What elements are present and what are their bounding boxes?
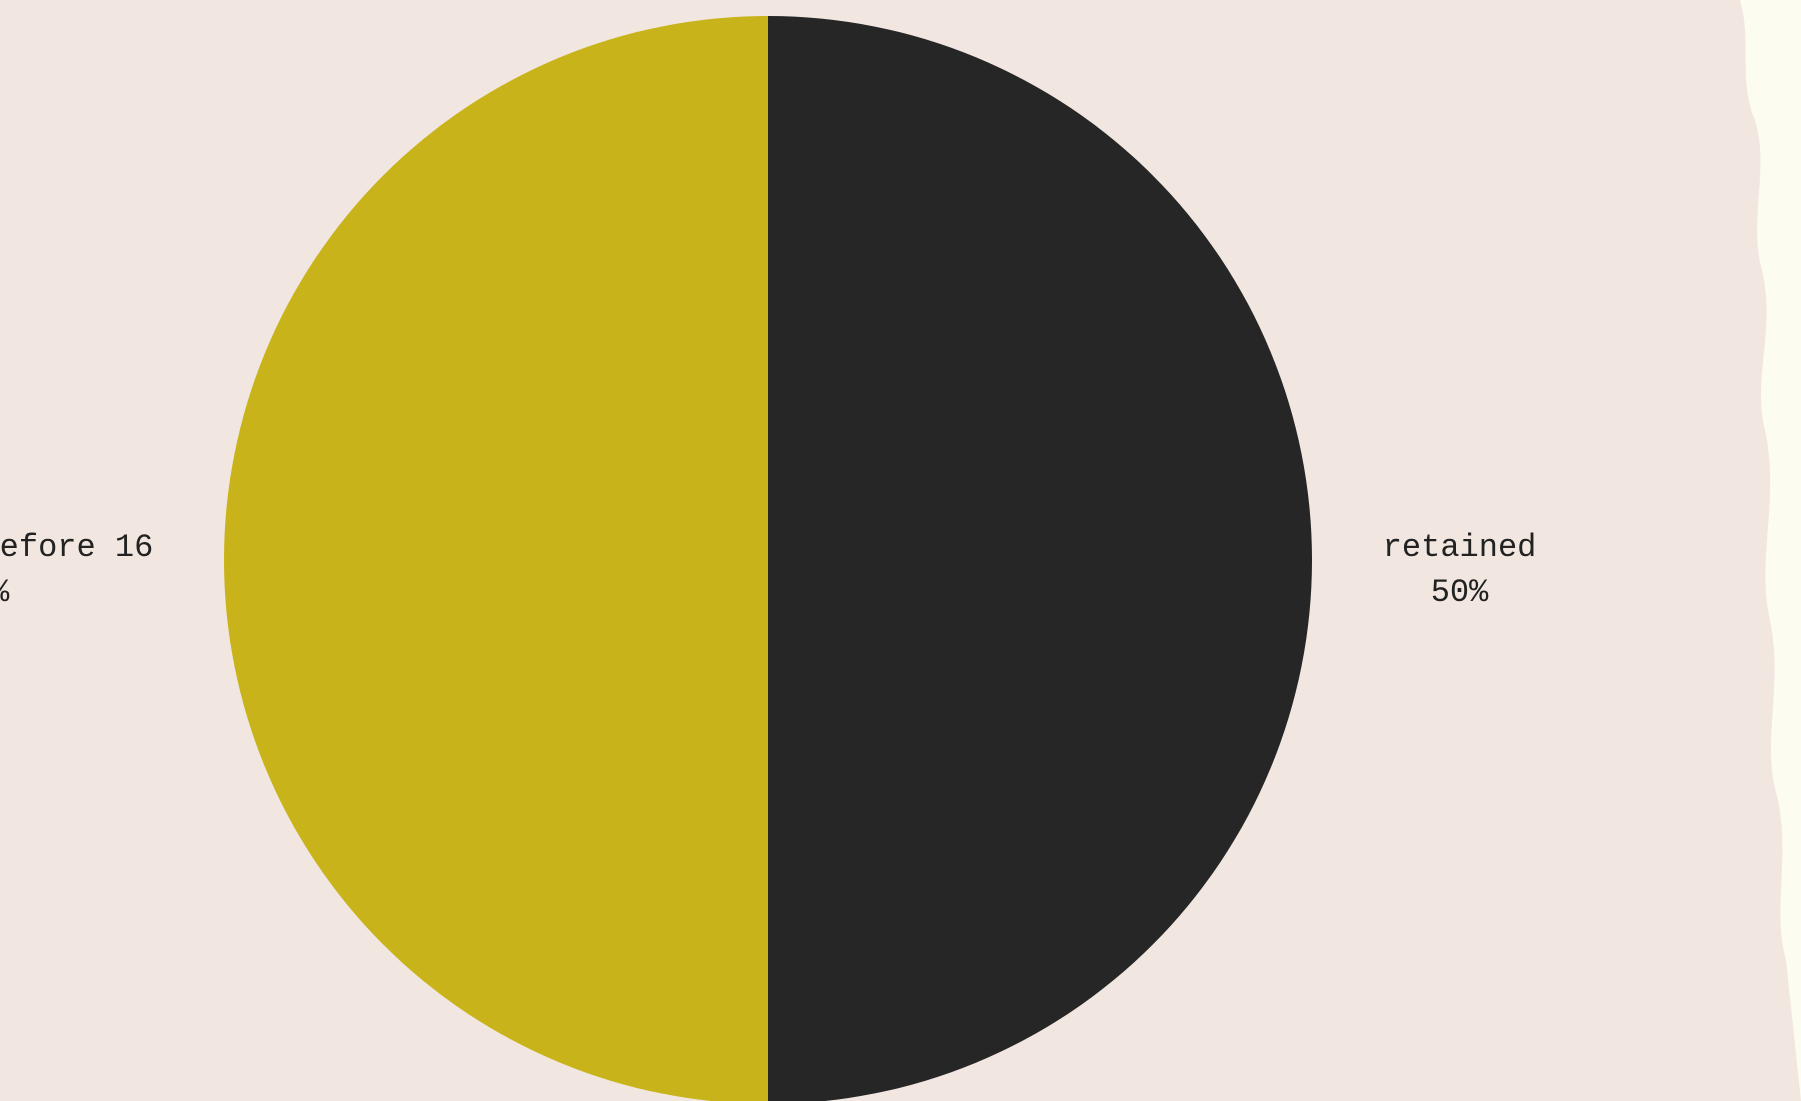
pie-slices bbox=[224, 16, 1312, 1101]
pie-label-released-before-16: released before 16 bbox=[0, 529, 153, 566]
pie-percent-retained: 50% bbox=[1431, 574, 1489, 611]
pie-label-retained: retained bbox=[1383, 529, 1537, 566]
pie-labels: retained 50% released before 16 50% bbox=[0, 529, 1536, 611]
pie-percent-released-before-16: 50% bbox=[0, 574, 10, 611]
pie-slice-released-before-16 bbox=[224, 16, 768, 1101]
pie-slice-retained bbox=[768, 16, 1312, 1101]
torn-paper-edge bbox=[1740, 0, 1801, 1101]
